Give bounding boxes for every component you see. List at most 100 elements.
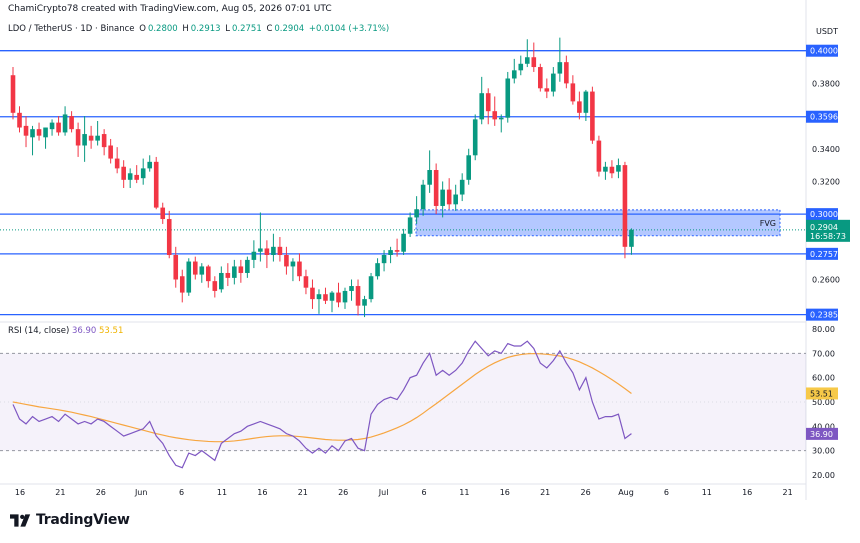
time-tick-label: 21 — [540, 488, 550, 497]
candle-body — [206, 266, 211, 282]
candle-body — [609, 166, 615, 174]
rsi-tick-label: 50.00 — [812, 398, 835, 407]
candle-body — [472, 119, 478, 156]
time-tick-label: 11 — [459, 488, 469, 497]
fvg-label: FVG — [760, 219, 776, 228]
candle-body — [277, 246, 283, 255]
time-tick-label: 16 — [742, 488, 752, 497]
candle-body — [531, 57, 537, 68]
candle-body — [297, 261, 302, 277]
candle-body — [264, 248, 270, 255]
candle-body — [186, 261, 192, 293]
candle-body — [245, 259, 250, 273]
candle-body — [355, 286, 361, 306]
price-level-tag — [806, 208, 838, 221]
candle-body — [381, 254, 387, 264]
candle-body — [603, 166, 608, 172]
tradingview-logo[interactable]: TradingView — [10, 512, 130, 528]
candle-body — [173, 254, 179, 280]
candle-body — [479, 93, 485, 120]
price-tick-label: 0.3200 — [812, 177, 840, 186]
candle-body — [557, 62, 563, 74]
time-tick-label: 21 — [298, 488, 308, 497]
time-tick-label: 6 — [179, 488, 184, 497]
rsi-tick-label: 60.00 — [812, 374, 835, 383]
time-tick-label: 26 — [338, 488, 348, 497]
time-tick-label: 6 — [664, 488, 669, 497]
price-level-tag — [806, 247, 838, 260]
rsi-legend[interactable]: RSI (14, close) 36.90 53.51 — [8, 326, 123, 336]
candle-body — [629, 229, 634, 247]
rsi-line — [12, 340, 632, 469]
time-tick-label: 21 — [783, 488, 793, 497]
candle-body — [232, 266, 237, 278]
time-tick-label: 16 — [15, 488, 25, 497]
candle-body — [336, 292, 341, 303]
candle-body — [388, 250, 393, 255]
candle-body — [36, 129, 42, 136]
time-tick-label: Aug — [618, 488, 634, 497]
price-tick-label: 0.3400 — [812, 145, 840, 154]
price-level-tag — [806, 44, 838, 57]
rsi-ma-line — [12, 352, 632, 443]
candle-body — [17, 112, 22, 128]
time-tick-label: 26 — [96, 488, 106, 497]
time-tick-label: 6 — [421, 488, 426, 497]
candle-body — [127, 173, 133, 180]
candle-body — [212, 281, 218, 291]
time-tick-label: 26 — [581, 488, 591, 497]
candle-body — [258, 248, 263, 252]
time-tick-label: Jul — [378, 488, 389, 497]
candle-body — [199, 266, 205, 275]
time-tick-label: 16 — [500, 488, 510, 497]
rsi-tick-label: 70.00 — [812, 349, 835, 358]
candle-body — [414, 209, 419, 218]
time-tick-label: 11 — [217, 488, 227, 497]
rsi-legend-ma-value: 53.51 — [99, 326, 124, 336]
candle-body — [30, 129, 35, 138]
rsi-ma-tag — [806, 387, 838, 400]
price-tick-label: 0.3800 — [812, 79, 840, 88]
candle-countdown: 16:58:73 — [810, 232, 846, 241]
price-level-label: 0.3000 — [810, 210, 838, 219]
last-price-tag — [806, 219, 850, 242]
candle-body — [401, 233, 406, 252]
candle-body — [440, 189, 445, 206]
rsi-tick-label: 40.00 — [812, 422, 835, 431]
candle-body — [82, 134, 87, 146]
candle-body — [284, 254, 289, 267]
candle-body — [420, 184, 426, 210]
candle-body — [349, 286, 354, 291]
candle-body — [179, 276, 185, 293]
candle-body — [271, 246, 276, 255]
price-level-tag — [806, 110, 838, 123]
candle-body — [43, 127, 48, 138]
time-tick-label: 21 — [55, 488, 65, 497]
candle-body — [147, 161, 153, 169]
rsi-tick-label: 30.00 — [812, 447, 835, 456]
currency-label[interactable]: USDT — [816, 27, 838, 36]
rsi-value-tag — [806, 427, 838, 440]
candle-body — [466, 155, 471, 180]
candle-body — [225, 272, 231, 278]
candle-body — [166, 219, 172, 255]
candle-body — [219, 272, 224, 290]
candle-body — [394, 250, 400, 252]
candle-body — [590, 91, 595, 141]
close-label: C — [266, 24, 273, 34]
candle-body — [596, 140, 602, 172]
time-tick-label: Jun — [134, 488, 148, 497]
rsi-legend-label: RSI (14, close) — [8, 326, 70, 336]
candle-body — [505, 78, 511, 118]
candle-body — [88, 135, 94, 141]
high-value: 0.2913 — [190, 24, 221, 34]
candle-body — [446, 189, 452, 205]
symbol-title[interactable]: LDO / TetherUS · 1D · Binance — [8, 24, 135, 34]
close-value: 0.2904 — [274, 24, 305, 34]
rsi-tick-label: 20.00 — [812, 471, 835, 480]
tradingview-brand-text: TradingView — [36, 512, 130, 528]
time-tick-label: 16 — [257, 488, 267, 497]
candle-body — [160, 207, 166, 220]
